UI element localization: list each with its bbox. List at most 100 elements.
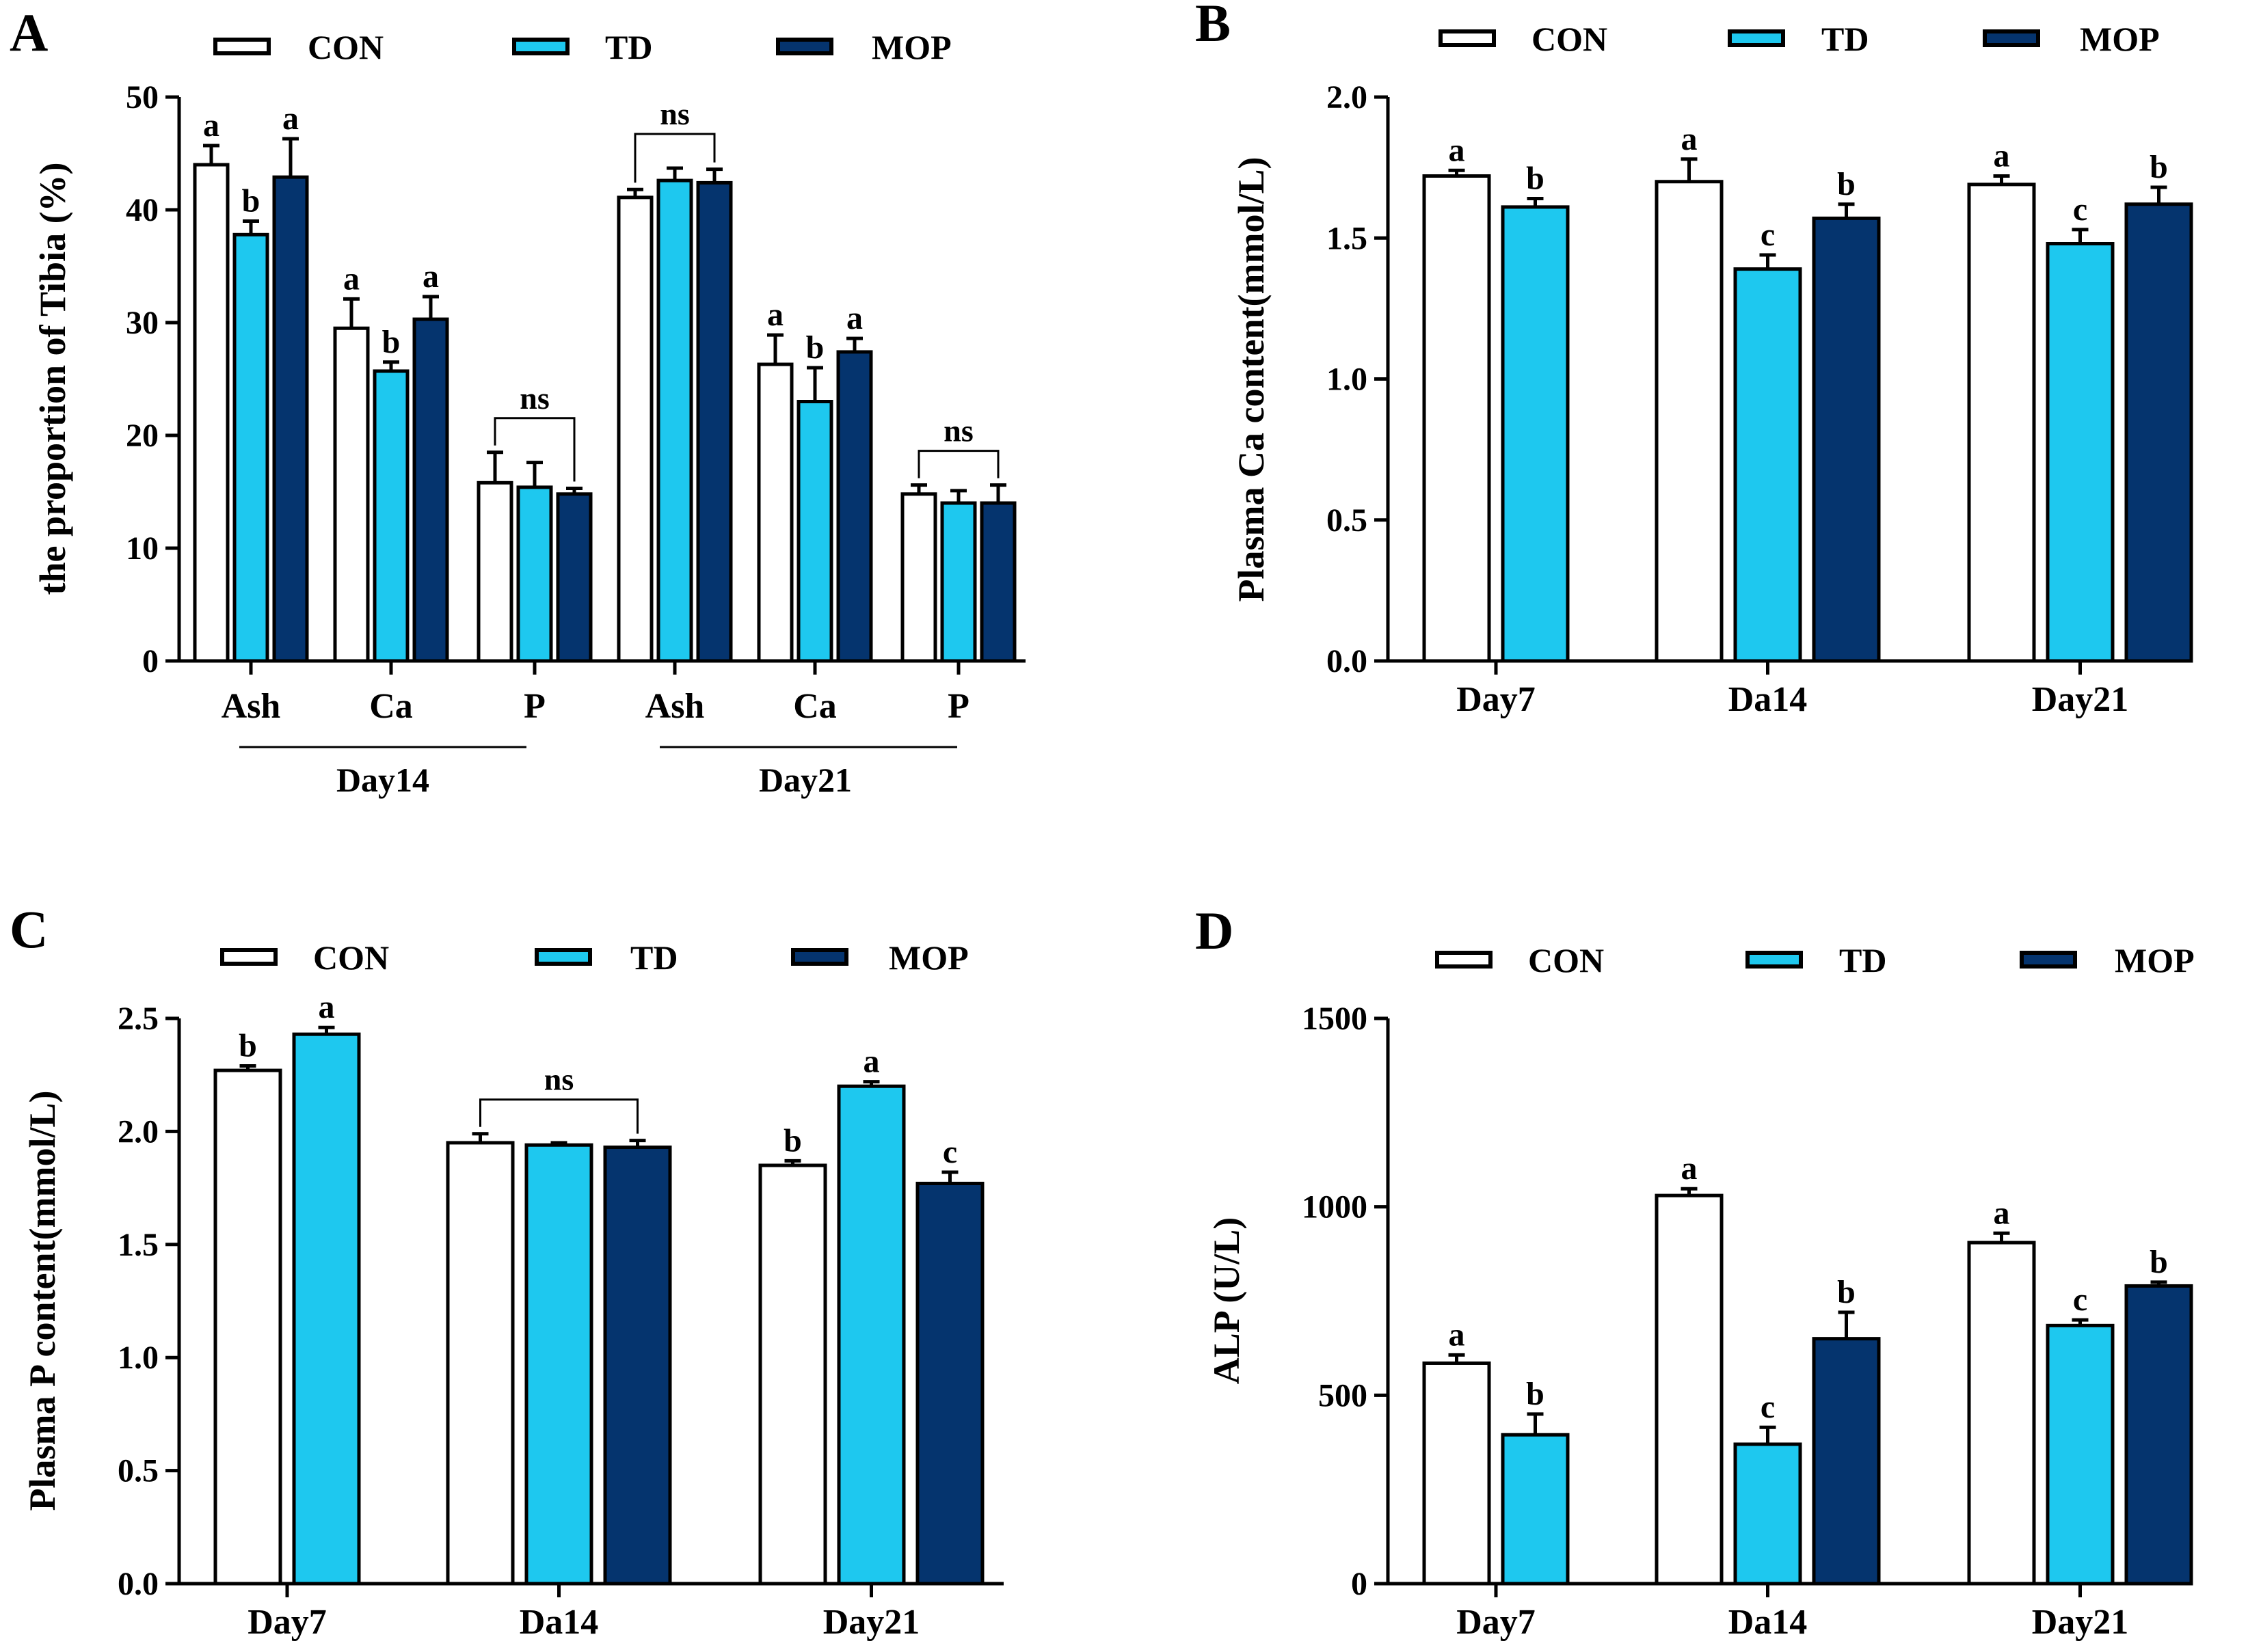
bar-mop <box>696 180 733 663</box>
significance-letter: a <box>282 100 299 137</box>
significance-letter: b <box>2150 149 2168 185</box>
y-tick-label: 2.0 <box>1326 79 1367 116</box>
ns-label: ns <box>944 414 973 448</box>
bar-mop <box>556 492 593 663</box>
ns-bracket <box>634 133 716 183</box>
bar-mop <box>412 317 449 663</box>
bar-mop <box>1812 1337 1881 1586</box>
significance-letter: b <box>1526 161 1544 197</box>
bar-td <box>837 1084 906 1586</box>
bar-con <box>1655 1193 1724 1586</box>
significance-letter: b <box>784 1122 802 1159</box>
y-tick-label: 1.5 <box>1326 220 1367 256</box>
panel-a: A CON TD MOP 0 10 20 30 40 50 the proportion of Ti… <box>10 3 1026 799</box>
significance-letter: b <box>382 324 401 360</box>
y-tick-label: 2.0 <box>118 1113 159 1150</box>
legend-swatch-con <box>1439 29 1496 47</box>
bar-mop <box>1812 216 1881 663</box>
legend-swatch-mop <box>776 38 833 55</box>
bar-con <box>333 326 370 663</box>
bar-td <box>797 400 833 663</box>
bar-con <box>900 492 937 663</box>
legend-swatch-td <box>512 38 570 55</box>
legend-label-mop: MOP <box>889 938 969 977</box>
y-tick-label: 0.5 <box>1326 502 1367 539</box>
bar-td <box>656 178 693 663</box>
legend-swatch-con <box>220 948 278 966</box>
y-tick-label: 1.0 <box>1326 362 1367 398</box>
y-axis-title: Plasma Ca content(mmol/L) <box>1231 157 1272 602</box>
significance-letter: b <box>2150 1244 2168 1280</box>
y-tick-label: 0 <box>1351 1566 1367 1602</box>
legend-swatch-mop <box>2020 951 2077 969</box>
bar-mop <box>980 501 1017 663</box>
y-tick-label: 50 <box>126 79 159 116</box>
y-tick-label: 0.0 <box>118 1566 159 1602</box>
y-tick-label: 1.0 <box>118 1340 159 1376</box>
x-tick-label: Ca <box>369 687 413 726</box>
legend-swatch-td <box>535 948 592 966</box>
bar-td <box>2046 242 2115 663</box>
panel-letter: C <box>10 899 48 959</box>
bar-td <box>292 1032 361 1586</box>
significance-letter: a <box>319 989 335 1025</box>
y-tick-label: 20 <box>126 418 159 454</box>
bar-mop <box>2124 202 2193 663</box>
significance-letter: a <box>1449 1316 1465 1353</box>
bar-mop <box>836 350 873 663</box>
group-label: Day21 <box>759 761 852 799</box>
y-tick-label: 40 <box>126 192 159 228</box>
significance-letter: c <box>2073 1282 2087 1318</box>
significance-letter: b <box>1526 1376 1544 1412</box>
x-tick-label: Ash <box>645 687 705 726</box>
significance-letter: c <box>1761 217 1775 253</box>
panel-c: C CON TD MOP 0.0 0.5 1.0 1.5 2.0 2.5 Plasma P cont… <box>10 899 1004 1642</box>
bar-td <box>524 1143 593 1586</box>
significance-letter: a <box>1449 132 1465 168</box>
x-tick-label: Da14 <box>520 1603 599 1642</box>
significance-letter: c <box>943 1134 957 1170</box>
x-tick-label: Day21 <box>2032 1603 2129 1642</box>
ns-bracket <box>494 417 576 482</box>
significance-letter: a <box>1681 1150 1698 1187</box>
legend-label-con: CON <box>1531 20 1607 58</box>
legend-label-td: TD <box>1821 20 1869 58</box>
bar-td <box>373 369 410 663</box>
bar-mop <box>915 1181 985 1586</box>
bar-mop <box>603 1146 672 1586</box>
panel-letter: A <box>10 3 48 62</box>
significance-letter: b <box>1837 166 1856 202</box>
ns-label: ns <box>544 1062 574 1097</box>
significance-letter: a <box>846 300 863 336</box>
y-tick-label: 10 <box>126 530 159 567</box>
bar-con <box>758 1163 827 1586</box>
panel-d: D CON TD MOP 0 500 1000 1500 ALP (U/L) a b Day7 a c b D… <box>1195 901 2195 1642</box>
significance-letter: b <box>806 329 825 366</box>
significance-letter: a <box>1681 121 1698 157</box>
bar-con <box>617 195 654 663</box>
y-tick-label: 1.5 <box>118 1227 159 1263</box>
legend-swatch-mop <box>1983 29 2040 47</box>
legend-label-con: CON <box>308 28 384 66</box>
bar-con <box>1967 1241 2036 1586</box>
significance-letter: c <box>1761 1389 1775 1425</box>
ns-label: ns <box>660 96 689 131</box>
legend-label-mop: MOP <box>2115 941 2195 979</box>
bar-td <box>2046 1323 2115 1586</box>
y-axis-title: Plasma P content(mmol/L) <box>22 1091 63 1511</box>
legend-swatch-con <box>1435 951 1493 969</box>
bar-td <box>1501 1433 1570 1586</box>
x-tick-label: Day7 <box>247 1603 327 1642</box>
ns-label: ns <box>520 381 549 416</box>
significance-letter: a <box>1994 138 2010 174</box>
significance-letter: b <box>242 183 260 219</box>
significance-letter: a <box>1994 1195 2010 1231</box>
significance-letter: a <box>864 1044 880 1080</box>
x-tick-label: Day21 <box>2032 680 2129 719</box>
legend-swatch-td <box>1728 29 1785 47</box>
y-axis-title: the proportion of Tibia (%) <box>32 162 73 595</box>
legend-label-td: TD <box>1839 941 1886 979</box>
bar-mop <box>2124 1284 2193 1586</box>
bar-con <box>1422 174 1491 663</box>
